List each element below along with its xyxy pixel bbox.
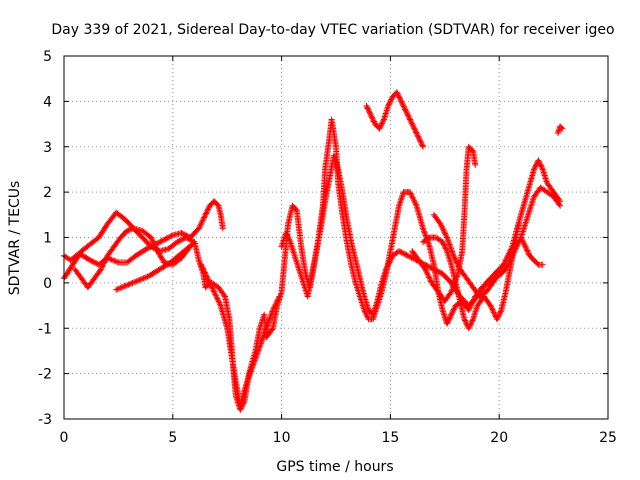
series-markers — [363, 89, 427, 150]
series-markers — [430, 211, 509, 300]
x-tick-label: 15 — [381, 430, 399, 446]
series-markers — [198, 261, 283, 409]
y-tick-label: 2 — [43, 185, 52, 201]
tick-labels-layer: 0 5 10 15 20 25 -3 -2 -1 0 1 2 3 4 5 — [38, 49, 617, 446]
x-tick-label: 10 — [273, 430, 291, 446]
series-track-9 — [409, 143, 479, 304]
x-tick-label: 20 — [490, 430, 508, 446]
y-tick-label: -1 — [38, 321, 52, 337]
y-tick-label: 1 — [43, 231, 52, 247]
x-tick-label: 5 — [168, 430, 177, 446]
series-markers — [278, 152, 564, 318]
y-tick-label: 3 — [43, 140, 52, 156]
series-markers — [113, 241, 196, 293]
series-track-6 — [278, 152, 564, 318]
y-tick-label: -3 — [38, 412, 52, 428]
series-markers — [71, 225, 194, 291]
series-track-10 — [430, 211, 509, 300]
series-track-4 — [113, 241, 196, 293]
y-axis-label: SDTVAR / TECUs — [7, 181, 23, 296]
y-tick-label: 4 — [43, 94, 52, 110]
series-track-12 — [555, 123, 566, 137]
x-axis-label: GPS time / hours — [276, 459, 393, 475]
series-track-11 — [518, 234, 546, 268]
chart-title: Day 339 of 2021, Sidereal Day-to-day VTE… — [51, 22, 614, 38]
x-tick-label: 25 — [599, 430, 617, 446]
series-track-5 — [198, 261, 283, 409]
y-tick-label: 0 — [43, 276, 52, 292]
series-markers — [518, 234, 546, 268]
y-tick-label: 5 — [43, 49, 52, 65]
series-track-3 — [71, 225, 194, 291]
series-track-7 — [363, 89, 427, 150]
series-markers — [409, 143, 479, 304]
x-tick-label: 0 — [60, 430, 69, 446]
y-tick-label: -2 — [38, 367, 52, 383]
plot-frame — [63, 55, 609, 420]
series-markers — [555, 123, 566, 137]
